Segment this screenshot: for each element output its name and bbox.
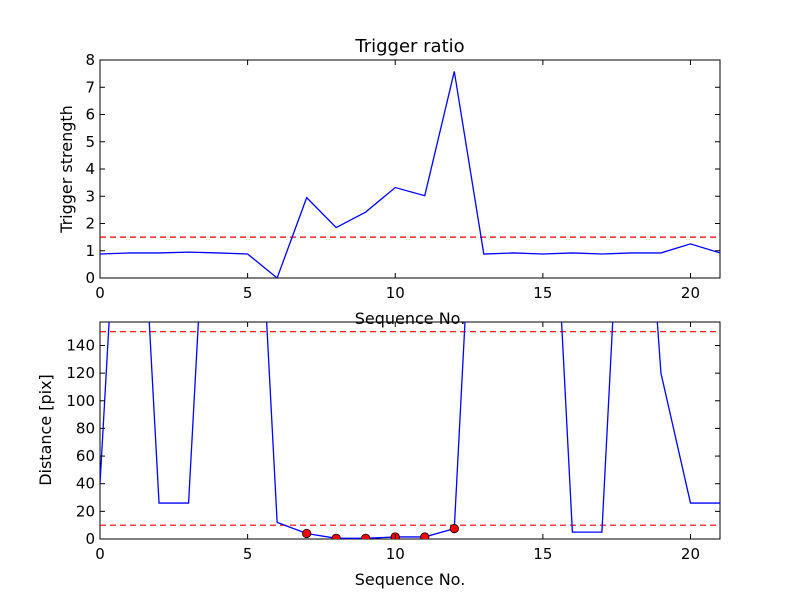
top-y-tick-label: 6 bbox=[85, 106, 95, 124]
top-x-tick-label: 10 bbox=[386, 284, 405, 302]
top-y-tick-label: 8 bbox=[85, 51, 95, 69]
bottom-plot-frame bbox=[99, 321, 721, 540]
bottom-x-tick-label: 5 bbox=[243, 545, 253, 563]
top-y-tick-label: 2 bbox=[85, 215, 95, 233]
top-x-tick-label: 20 bbox=[681, 284, 700, 302]
bottom-y-tick-label: 40 bbox=[76, 475, 95, 493]
bottom-series-line-0 bbox=[100, 322, 720, 539]
bottom-y-tick-label: 120 bbox=[66, 364, 95, 382]
bottom-marker-point bbox=[331, 533, 341, 539]
bottom-y-tick-label: 20 bbox=[76, 502, 95, 520]
bottom-y-tick-label: 0 bbox=[85, 530, 95, 548]
top-panel: Trigger ratio 0 5 10 15 20 0 1 2 3 4 5 6 7 8 Sequence… bbox=[57, 36, 721, 328]
top-plot-frame bbox=[99, 59, 721, 279]
bottom-x-tick-label: 15 bbox=[533, 545, 552, 563]
bottom-y-tick-label: 140 bbox=[66, 336, 95, 354]
bottom-y-tick-label: 80 bbox=[76, 419, 95, 437]
bottom-y-tick-label: 100 bbox=[66, 392, 95, 410]
top-y-tick-label: 5 bbox=[85, 133, 95, 151]
bottom-y-axis-label: Distance [pix] bbox=[36, 374, 55, 486]
top-y-tick-label: 7 bbox=[85, 78, 95, 96]
top-x-tick-label: 5 bbox=[243, 284, 253, 302]
bottom-y-tick-label: 60 bbox=[76, 447, 95, 465]
top-y-tick-label: 3 bbox=[85, 187, 95, 205]
bottom-x-tick-label: 20 bbox=[681, 545, 700, 563]
top-y-tick-label: 4 bbox=[85, 160, 95, 178]
bottom-x-tick-label: 10 bbox=[386, 545, 405, 563]
bottom-marker-point bbox=[420, 532, 430, 539]
bottom-x-axis-label: Sequence No. bbox=[355, 570, 466, 589]
top-x-tick-label: 0 bbox=[95, 284, 105, 302]
top-chart-title: Trigger ratio bbox=[354, 36, 464, 57]
bottom-marker-point bbox=[449, 524, 459, 534]
top-y-tick-label: 0 bbox=[85, 269, 95, 287]
bottom-marker-point bbox=[302, 528, 312, 539]
top-x-axis-label: Sequence No. bbox=[355, 309, 466, 328]
top-x-tick-label: 15 bbox=[533, 284, 552, 302]
top-y-tick-label: 1 bbox=[85, 242, 95, 260]
top-series-line-0 bbox=[100, 71, 720, 278]
top-y-axis-label: Trigger strength bbox=[57, 105, 76, 234]
bottom-x-tick-label: 0 bbox=[95, 545, 105, 563]
bottom-marker-point bbox=[361, 533, 371, 539]
